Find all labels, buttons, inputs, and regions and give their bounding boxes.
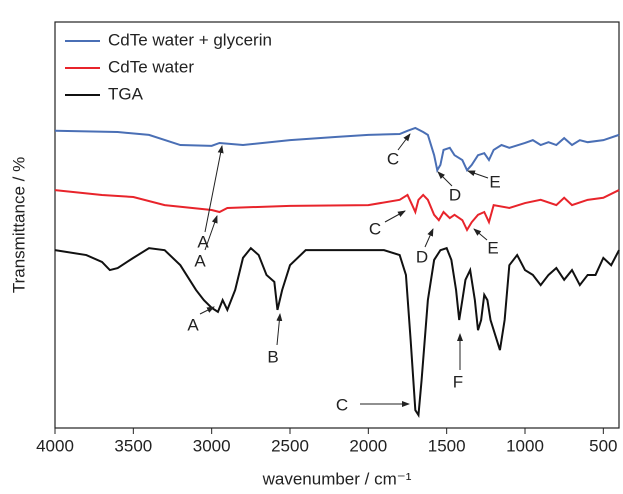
annotation-arrow — [424, 228, 434, 248]
legend-label: CdTe water + glycerin — [108, 30, 272, 49]
plot-frame — [54, 21, 620, 429]
x-tick-label: 2500 — [271, 436, 309, 455]
legend-label: CdTe water — [108, 57, 194, 76]
annotation-arrow — [204, 215, 218, 251]
annotation: C — [336, 395, 348, 414]
x-tick-label: 4000 — [36, 436, 74, 455]
annotation: E — [487, 238, 498, 257]
annotation-arrow — [199, 306, 215, 315]
x-tick-label: 3500 — [114, 436, 152, 455]
annotation: D — [416, 247, 428, 266]
x-tick-label: 1000 — [506, 436, 544, 455]
y-axis-label: Transmittance / % — [9, 157, 28, 293]
annotation-arrow — [276, 313, 283, 346]
annotation: B — [267, 347, 278, 366]
annotation: A — [194, 251, 206, 270]
x-tick-label: 500 — [589, 436, 617, 455]
line-series — [54, 126, 620, 173]
annotation-arrow — [437, 171, 453, 187]
annotation: D — [449, 185, 461, 204]
annotation-arrow — [467, 170, 489, 179]
annotation: E — [489, 172, 500, 191]
line-series — [54, 246, 620, 419]
annotation-arrow — [204, 145, 224, 233]
annotation-arrow — [384, 210, 406, 223]
annotation-arrow — [473, 228, 488, 241]
annotation: C — [369, 219, 381, 238]
x-tick-label: 2000 — [349, 436, 387, 455]
line-series — [54, 189, 620, 232]
annotation: A — [187, 315, 199, 334]
legend-label: TGA — [108, 84, 144, 103]
annotation-arrow — [397, 133, 411, 151]
annotation: C — [387, 149, 399, 168]
x-axis-label: wavenumber / cm⁻¹ — [262, 469, 412, 488]
x-tick-label: 3000 — [193, 436, 231, 455]
annotation: F — [453, 372, 463, 391]
x-tick-label: 1500 — [428, 436, 466, 455]
